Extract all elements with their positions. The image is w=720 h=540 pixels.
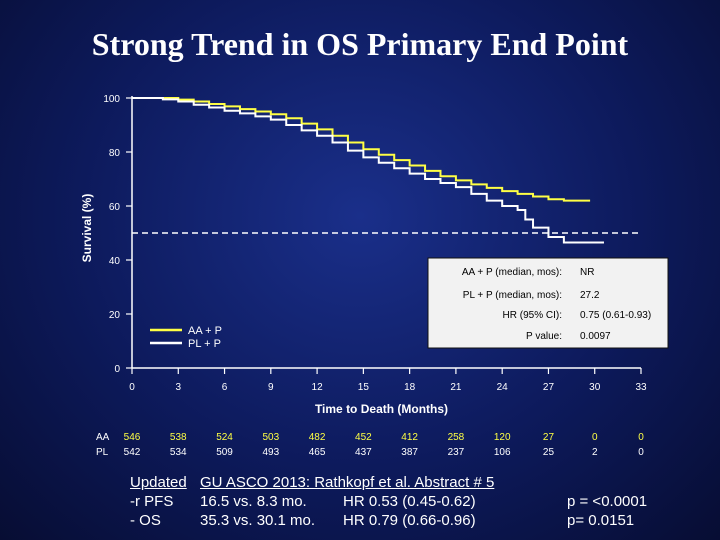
- at-risk-value: 465: [309, 447, 326, 458]
- footer-row-pfs-label: -r PFS: [130, 493, 174, 510]
- annotation-value: 0.0097: [580, 331, 611, 342]
- at-risk-value: 524: [216, 432, 233, 443]
- x-tick-label: 0: [129, 382, 135, 393]
- footer-heading-right: GU ASCO 2013: Rathkopf et al. Abstract #…: [200, 474, 495, 491]
- footer-heading-left: Updated: [130, 474, 187, 491]
- footer-row-os-hr: HR 0.79 (0.66-0.96): [343, 512, 476, 529]
- x-tick-label: 18: [404, 382, 416, 393]
- annotation-label: HR (95% CI):: [503, 310, 562, 321]
- annotation-label: AA + P (median, mos):: [462, 267, 562, 278]
- at-risk-value: 387: [401, 447, 418, 458]
- at-risk-value: 546: [124, 432, 141, 443]
- at-risk-row-label: AA: [96, 432, 110, 443]
- at-risk-value: 452: [355, 432, 372, 443]
- at-risk-value: 27: [543, 432, 555, 443]
- page-title: Strong Trend in OS Primary End Point: [91, 26, 629, 62]
- annotation-label: P value:: [526, 331, 562, 342]
- at-risk-value: 120: [494, 432, 511, 443]
- footer-row-os-p: p= 0.0151: [567, 512, 635, 529]
- x-tick-label: 24: [497, 382, 509, 393]
- y-tick-label: 60: [109, 202, 121, 213]
- at-risk-value: 0: [638, 432, 644, 443]
- y-tick-label: 0: [114, 364, 120, 375]
- legend-label: AA + P: [188, 325, 222, 337]
- at-risk-value: 258: [448, 432, 465, 443]
- at-risk-value: 2: [592, 447, 598, 458]
- at-risk-value: 25: [543, 447, 555, 458]
- annotation-value: NR: [580, 267, 594, 278]
- footer-row-os-label: - OS: [130, 512, 161, 529]
- footer-row-pfs-hr: HR 0.53 (0.45-0.62): [343, 493, 476, 510]
- x-tick-label: 15: [358, 382, 370, 393]
- x-tick-label: 6: [222, 382, 228, 393]
- x-tick-label: 21: [450, 382, 462, 393]
- at-risk-value: 106: [494, 447, 511, 458]
- annotation-value: 0.75 (0.61-0.93): [580, 310, 651, 321]
- x-tick-label: 33: [635, 382, 647, 393]
- footer-row-os-comparison: 35.3 vs. 30.1 mo.: [200, 512, 316, 529]
- series-line-pl-p: [132, 97, 604, 244]
- y-axis-label: Survival (%): [80, 194, 94, 263]
- at-risk-value: 0: [638, 447, 644, 458]
- y-tick-label: 100: [103, 94, 120, 105]
- at-risk-value: 482: [309, 432, 326, 443]
- x-axis-label: Time to Death (Months): [315, 402, 448, 416]
- x-tick-label: 30: [589, 382, 601, 393]
- x-tick-label: 3: [175, 382, 181, 393]
- series-line-aa-p: [132, 97, 591, 202]
- annotation-value: 27.2: [580, 290, 600, 301]
- at-risk-value: 237: [448, 447, 465, 458]
- at-risk-value: 437: [355, 447, 372, 458]
- at-risk-value: 509: [216, 447, 233, 458]
- at-risk-value: 503: [262, 432, 279, 443]
- at-risk-value: 412: [401, 432, 418, 443]
- annotation-box: [427, 257, 669, 349]
- footer-row-pfs-comparison: 16.5 vs. 8.3 mo.: [200, 493, 307, 510]
- y-tick-label: 80: [109, 148, 121, 159]
- y-tick-label: 20: [109, 310, 121, 321]
- y-tick-label: 40: [109, 256, 121, 267]
- annotation-label: PL + P (median, mos):: [463, 290, 562, 301]
- at-risk-value: 0: [592, 432, 598, 443]
- footer-row-pfs-p: p = <0.0001: [567, 493, 648, 510]
- at-risk-value: 534: [170, 447, 187, 458]
- at-risk-value: 538: [170, 432, 187, 443]
- at-risk-value: 493: [262, 447, 279, 458]
- x-tick-label: 12: [312, 382, 324, 393]
- at-risk-row-label: PL: [96, 447, 109, 458]
- x-tick-label: 27: [543, 382, 555, 393]
- at-risk-value: 542: [124, 447, 141, 458]
- x-tick-label: 9: [268, 382, 274, 393]
- legend-label: PL + P: [188, 338, 221, 350]
